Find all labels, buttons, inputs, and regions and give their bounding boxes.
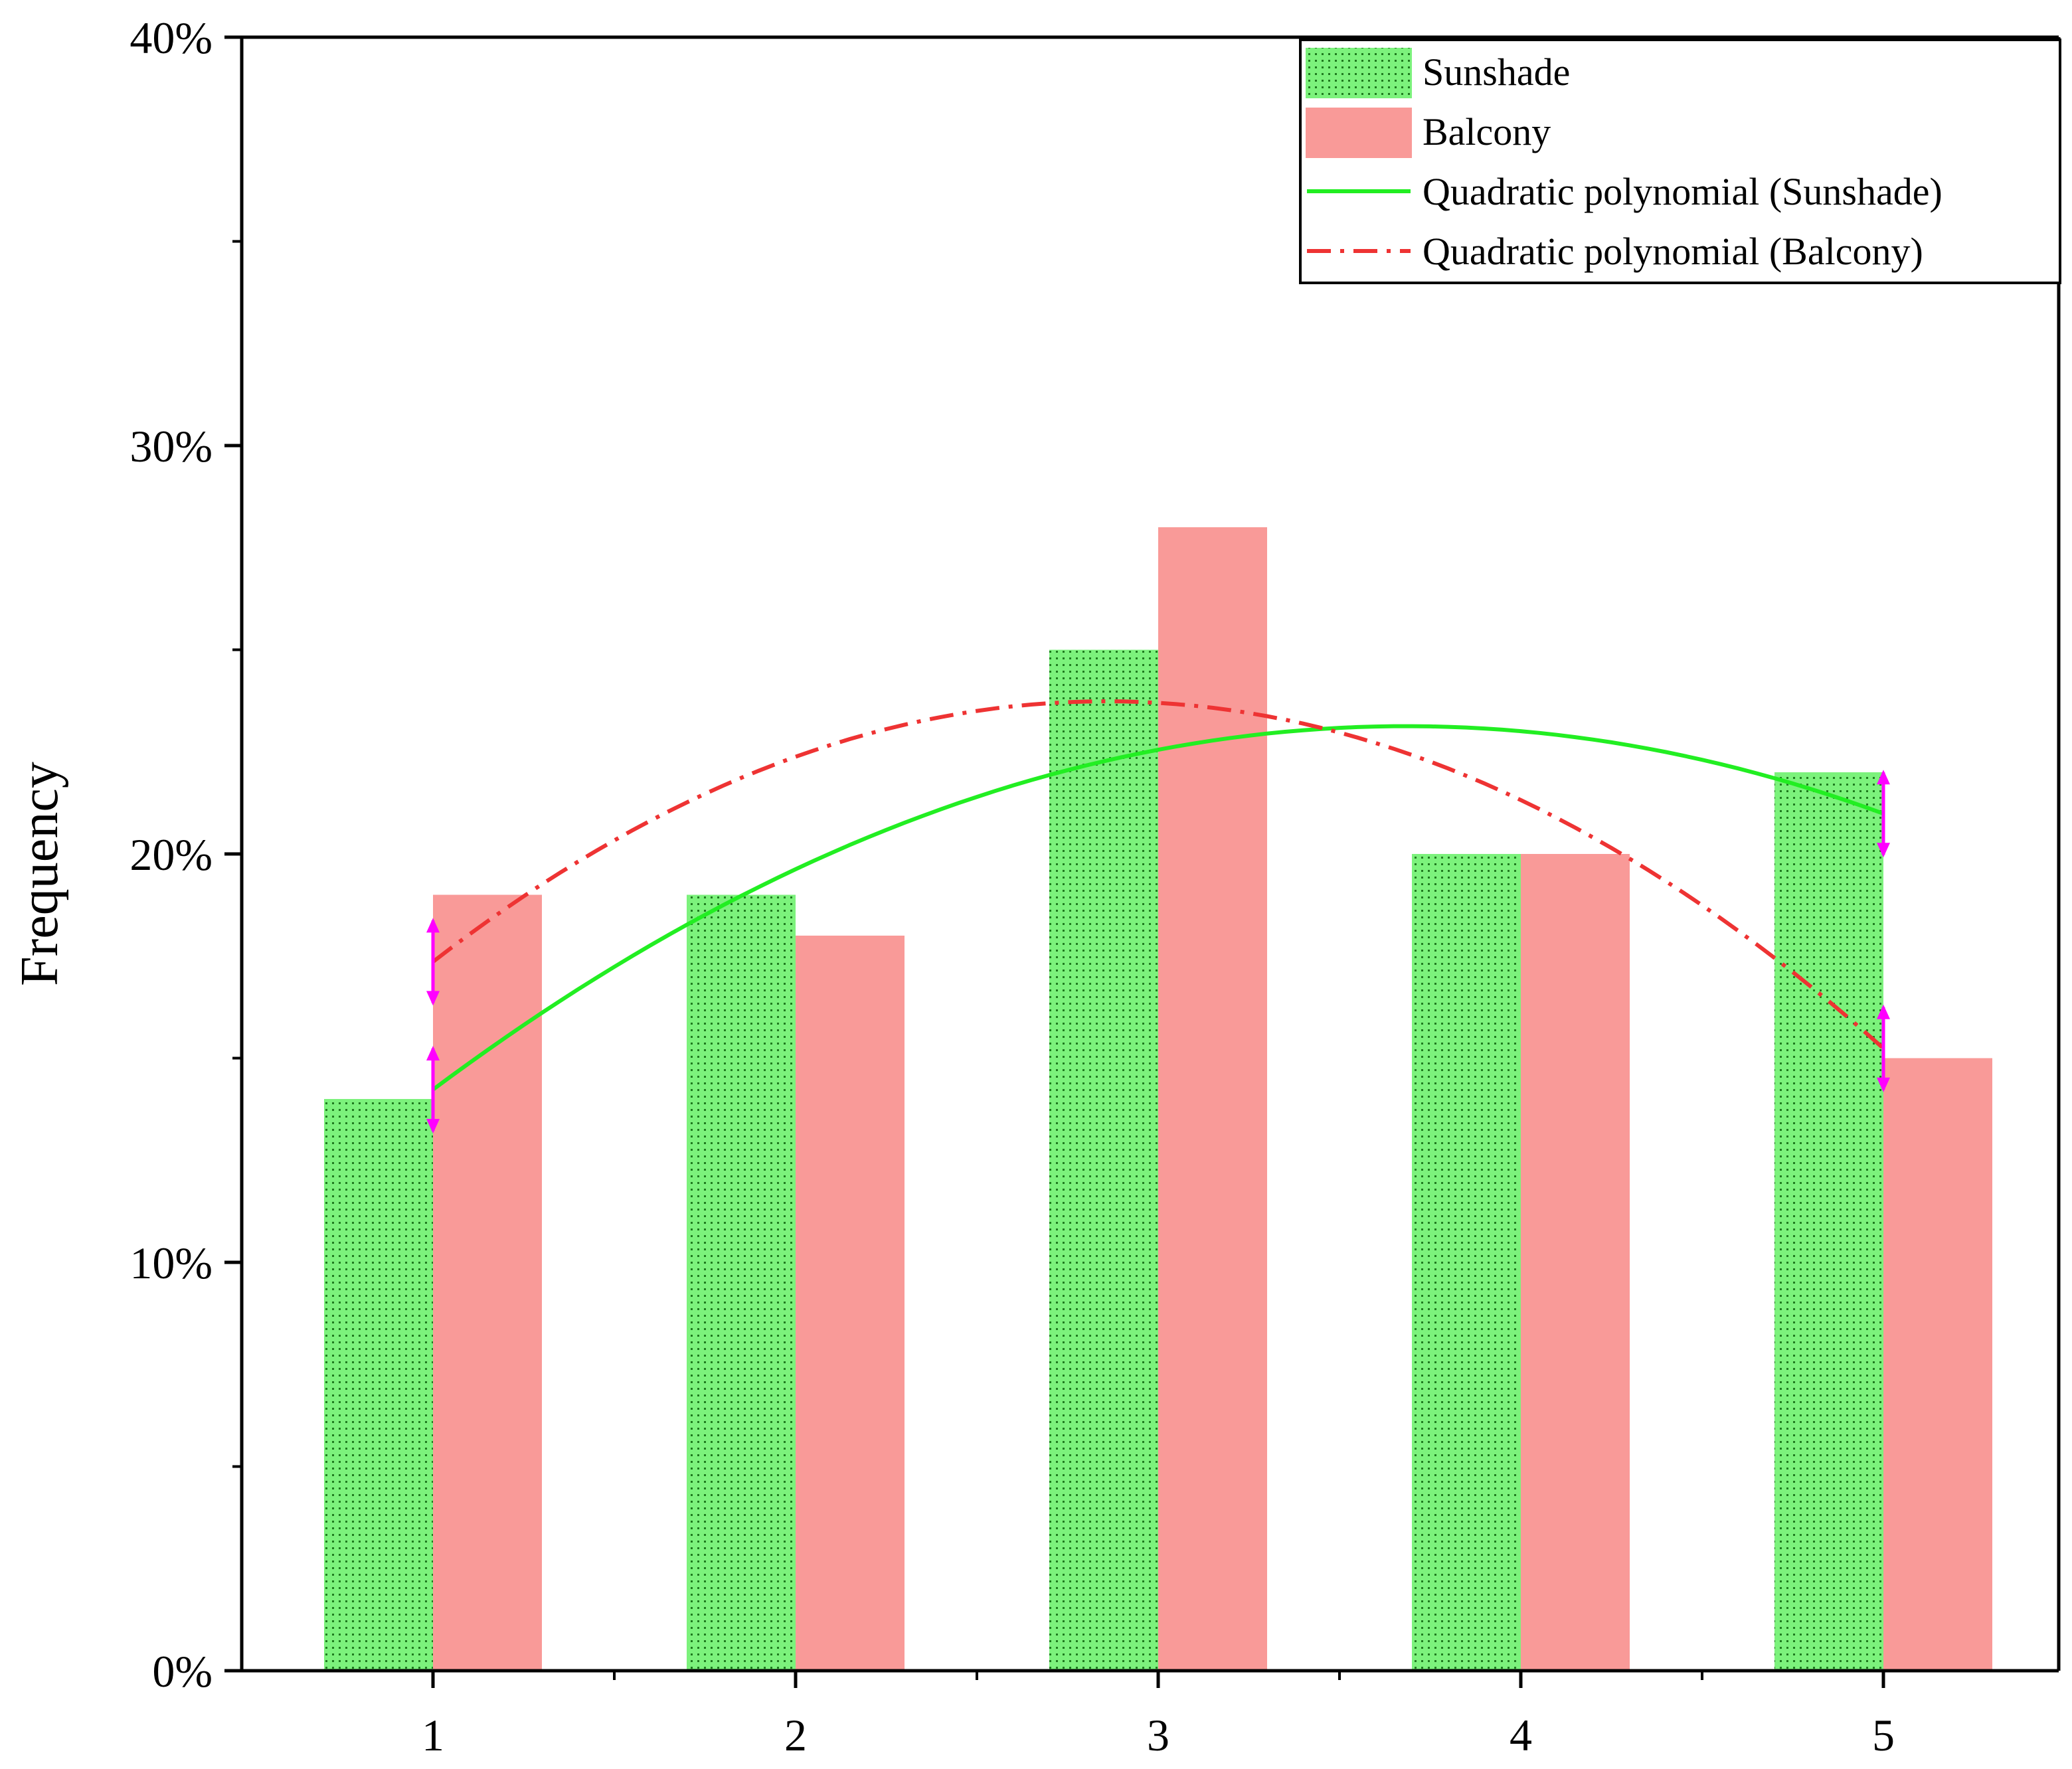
fit-line-sunshade: [432, 724, 1885, 1092]
bar-sunshade-5: [1774, 772, 1883, 1671]
y-tick-label: 0%: [152, 1646, 213, 1697]
endpoint-marker: [426, 918, 440, 1006]
legend-swatch-balcony: [1306, 108, 1412, 158]
legend-label: Quadratic polynomial (Sunshade): [1423, 170, 1942, 213]
y-tick-label: 10%: [130, 1238, 213, 1288]
x-tick-label: 4: [1510, 1710, 1532, 1760]
endpoint-marker-arrow-up: [1877, 770, 1890, 785]
bar-sunshade-3: [1049, 649, 1158, 1671]
y-tick-label: 30%: [130, 421, 213, 471]
x-tick-label: 1: [422, 1710, 444, 1760]
bar-balcony-4: [1521, 854, 1630, 1671]
x-tick-label: 5: [1872, 1710, 1895, 1760]
endpoint-marker-arrow-down: [426, 991, 440, 1006]
endpoint-marker-arrow-up: [1877, 1004, 1890, 1019]
bar-balcony-3: [1158, 527, 1267, 1671]
legend: Sunshade Balcony Quadratic polynomial (Sun…: [1299, 39, 2061, 284]
endpoint-marker-arrow-down: [426, 1118, 440, 1134]
legend-box: [1299, 39, 2061, 284]
legend-label: Sunshade: [1423, 50, 1570, 94]
y-tick-label: 20%: [130, 829, 213, 880]
endpoint-marker: [1877, 770, 1890, 858]
y-tick-label: 40%: [130, 13, 213, 63]
endpoint-marker-arrow-up: [426, 918, 440, 933]
fit-line-balcony: [432, 699, 1885, 1050]
endpoint-marker-arrow-down: [1877, 843, 1890, 858]
endpoint-marker-arrow-up: [426, 1045, 440, 1060]
bar-balcony-5: [1883, 1058, 1992, 1671]
endpoint-marker: [426, 1045, 440, 1134]
legend-label: Balcony: [1423, 110, 1551, 153]
legend-label: Quadratic polynomial (Balcony): [1423, 230, 1923, 273]
bar-balcony-1: [433, 894, 542, 1671]
endpoint-marker: [1877, 1004, 1890, 1092]
legend-swatch-sunshade: [1306, 48, 1412, 98]
endpoint-marker-arrow-down: [1877, 1077, 1890, 1092]
y-axis-title: Frequency: [11, 762, 69, 986]
x-tick-label: 3: [1147, 1710, 1169, 1760]
bar-sunshade-4: [1412, 854, 1521, 1671]
bar-sunshade-2: [687, 894, 796, 1671]
bar-balcony-2: [796, 936, 905, 1671]
x-tick-label: 2: [784, 1710, 807, 1760]
bar-sunshade-1: [324, 1099, 433, 1671]
plot-area: 0% 10% 20% 30% 40% 1 2 3 4 5: [130, 13, 2061, 1760]
